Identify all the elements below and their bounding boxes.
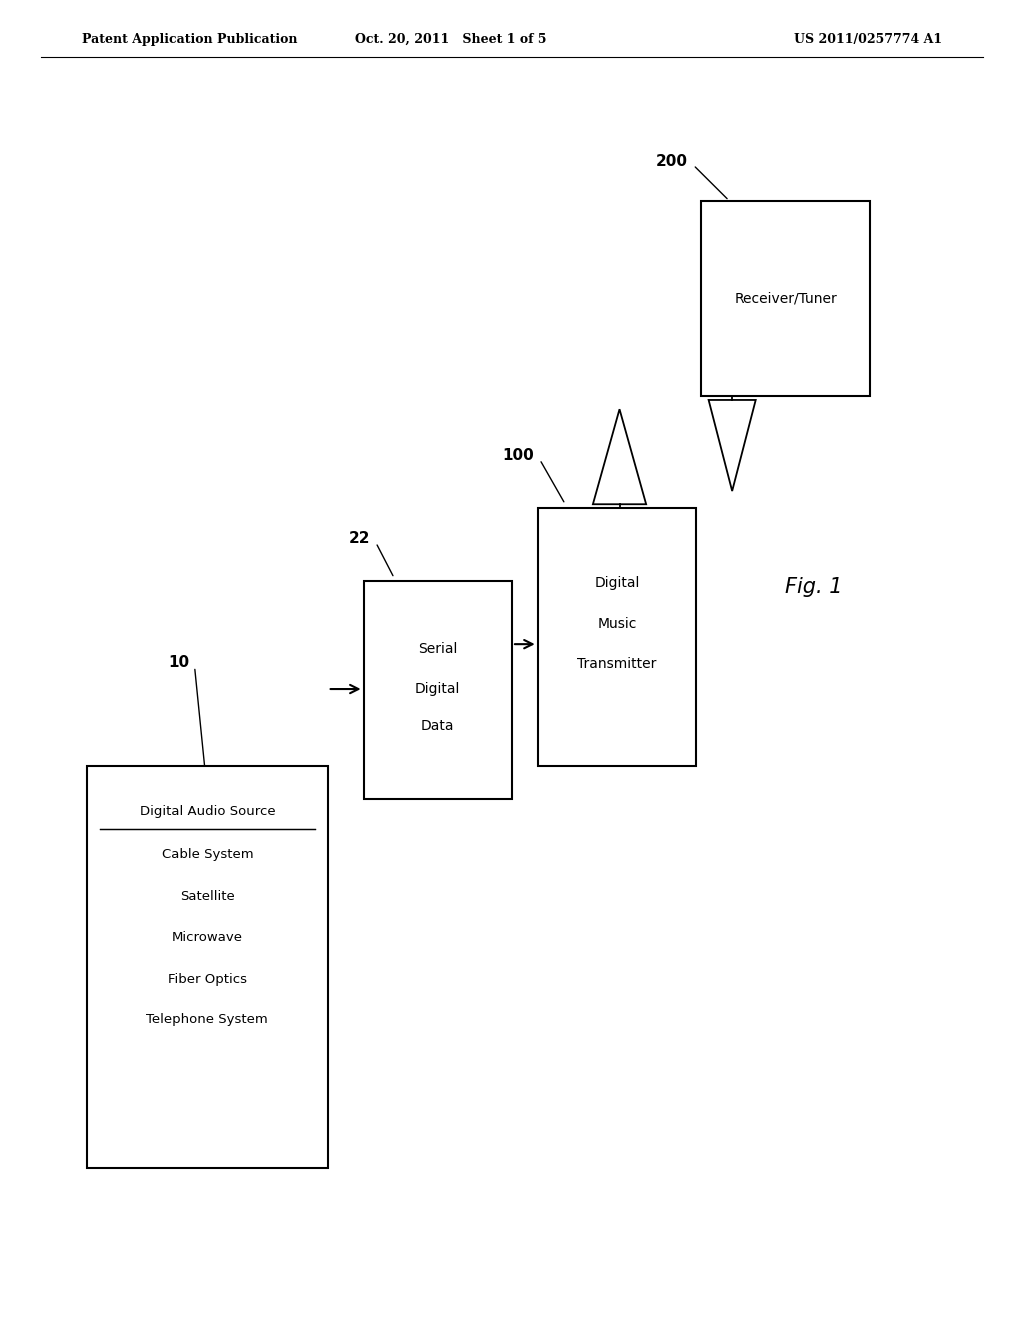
Text: Receiver/Tuner: Receiver/Tuner: [734, 292, 838, 305]
Text: 22: 22: [349, 531, 371, 546]
Bar: [364, 581, 512, 799]
Text: Digital: Digital: [594, 577, 640, 590]
Text: Cable System: Cable System: [162, 847, 253, 861]
Text: Music: Music: [597, 618, 637, 631]
Text: Microwave: Microwave: [172, 931, 243, 944]
Text: Digital: Digital: [415, 682, 461, 696]
Text: 100: 100: [503, 447, 535, 463]
Text: 200: 200: [656, 153, 688, 169]
Text: Fiber Optics: Fiber Optics: [168, 973, 247, 986]
Text: Satellite: Satellite: [180, 890, 234, 903]
Text: Oct. 20, 2011   Sheet 1 of 5: Oct. 20, 2011 Sheet 1 of 5: [354, 33, 547, 46]
Bar: [701, 201, 870, 396]
Text: Data: Data: [421, 719, 455, 733]
Text: Patent Application Publication: Patent Application Publication: [82, 33, 297, 46]
Text: Fig. 1: Fig. 1: [785, 577, 843, 598]
Text: Serial: Serial: [418, 643, 458, 656]
Bar: [538, 508, 696, 766]
Text: US 2011/0257774 A1: US 2011/0257774 A1: [794, 33, 942, 46]
Text: 10: 10: [168, 655, 189, 671]
Text: Transmitter: Transmitter: [578, 657, 656, 671]
Text: Telephone System: Telephone System: [146, 1012, 268, 1026]
Bar: [87, 766, 328, 1168]
Text: Digital Audio Source: Digital Audio Source: [139, 805, 275, 818]
